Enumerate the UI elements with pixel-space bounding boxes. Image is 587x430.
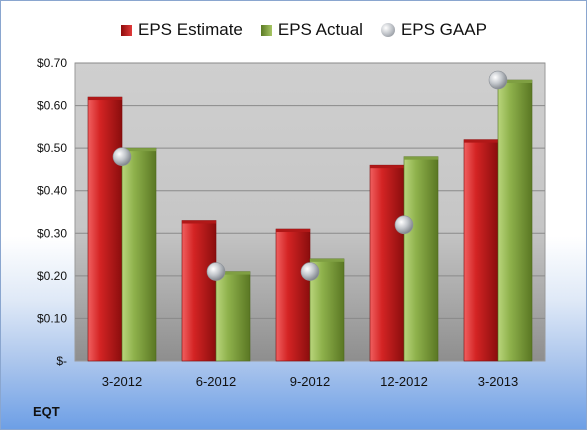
ticker-label: EQT: [33, 404, 60, 419]
x-category-label: 3-2013: [478, 374, 518, 389]
eps-actual-bar-top: [216, 271, 250, 275]
eps-actual-bar-top: [498, 80, 532, 84]
eps-actual-bar: [215, 271, 251, 362]
x-category-label: 3-2012: [102, 374, 142, 389]
y-tick-label: $0.60: [37, 99, 67, 113]
legend-swatch-eps-actual: [260, 24, 272, 36]
legend-label-eps-gaap: EPS GAAP: [400, 20, 487, 39]
eps-estimate-bar: [275, 228, 311, 362]
eps-estimate-bar-top: [276, 229, 310, 233]
legend-label-eps-actual: EPS Actual: [277, 20, 363, 39]
y-tick-label: $-: [56, 354, 67, 368]
legend-label-eps-estimate: EPS Estimate: [138, 20, 243, 39]
gaap-markers: [112, 70, 508, 281]
x-category-label: 9-2012: [290, 374, 330, 389]
y-tick-label: $0.30: [37, 226, 67, 240]
legend-item-eps-actual: EPS Actual: [260, 20, 363, 40]
eps-estimate-bar: [463, 139, 499, 362]
y-tick-label: $0.50: [37, 141, 67, 155]
eps-gaap-marker: [206, 262, 226, 281]
legend: EPS Estimate EPS Actual EPS GAAP: [121, 19, 505, 41]
y-tick-label: $0.20: [37, 269, 67, 283]
eps-gaap-marker: [488, 70, 508, 90]
eps-estimate-bar-top: [88, 97, 122, 101]
eps-gaap-marker: [394, 215, 414, 235]
y-tick-label: $0.10: [37, 311, 67, 325]
eps-estimate-bar: [181, 220, 217, 362]
eps-gaap-marker: [112, 147, 132, 166]
x-axis-categories: 3-2012 6-2012 9-2012 12-2012 3-2013: [102, 374, 518, 389]
eps-actual-bar: [497, 79, 533, 362]
y-tick-label: $0.40: [37, 184, 67, 198]
eps-actual-bar-top: [404, 156, 438, 160]
legend-swatch-eps-gaap: [380, 23, 395, 37]
x-category-label: 12-2012: [380, 374, 428, 389]
eps-actual-bar: [403, 156, 439, 362]
y-axis-ticks: $- $0.10 $0.20 $0.30 $0.40 $0.50 $0.60 $0.70: [37, 56, 67, 368]
x-category-label: 6-2012: [196, 374, 236, 389]
eps-actual-bar-top: [310, 258, 344, 262]
eps-estimate-bar-top: [182, 220, 216, 224]
eps-estimate-bar-top: [464, 139, 498, 143]
eps-estimate-bar-top: [370, 165, 404, 169]
legend-item-eps-estimate: EPS Estimate: [121, 20, 243, 40]
legend-item-eps-gaap: EPS GAAP: [380, 20, 487, 40]
y-tick-label: $0.70: [37, 56, 67, 70]
eps-estimate-bar: [87, 96, 123, 362]
eps-estimate-bar: [369, 164, 405, 362]
bars: [87, 79, 533, 362]
eps-actual-bar-top: [122, 148, 156, 152]
eps-actual-bar: [121, 147, 157, 362]
legend-swatch-eps-estimate: [121, 24, 132, 36]
eps-gaap-marker: [300, 262, 320, 281]
